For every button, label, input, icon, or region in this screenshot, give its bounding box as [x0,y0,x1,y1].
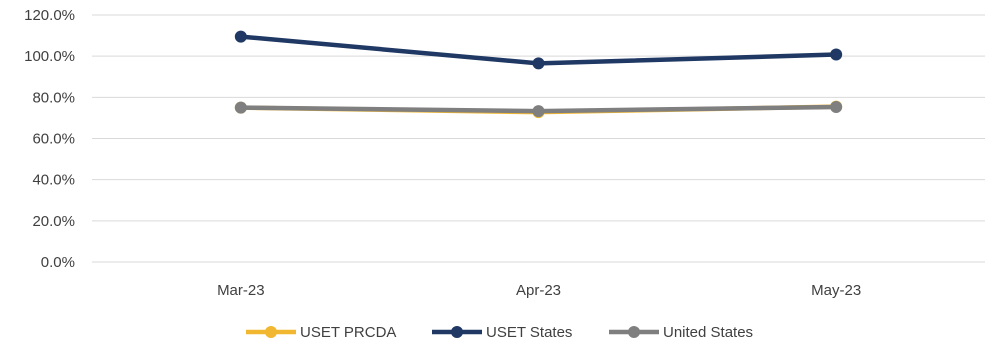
legend-item: USET States [432,324,572,341]
legend-label: USET PRCDA [300,324,396,341]
y-tick-label: 100.0% [24,48,75,65]
legend-swatch-marker [451,326,463,338]
legend-item: United States [609,324,753,341]
legend-label: USET States [486,324,572,341]
y-tick-label: 60.0% [32,131,75,148]
series-uset-states [234,30,843,70]
data-point [830,101,843,114]
data-point [234,30,247,43]
gridlines [92,14,985,263]
x-tick-label: Apr-23 [516,282,561,299]
legend-swatch-marker [628,326,640,338]
legend-item: USET PRCDA [246,324,396,341]
legend: USET PRCDA USET States United States [246,324,753,341]
y-tick-label: 0.0% [41,254,75,271]
y-tick-label: 120.0% [24,7,75,24]
x-axis-ticks: Mar-23 Apr-23 May-23 [217,282,861,299]
legend-swatch-marker [265,326,277,338]
series-lines [234,30,843,119]
y-tick-label: 20.0% [32,213,75,230]
y-tick-label: 40.0% [32,172,75,189]
data-point [532,105,545,118]
legend-label: United States [663,324,753,341]
data-point [830,48,843,61]
y-axis-ticks: 0.0% 20.0% 40.0% 60.0% 80.0% 100.0% 120.0% [24,7,75,271]
series-united-states [234,101,843,118]
data-point [532,57,545,70]
x-tick-label: May-23 [811,282,861,299]
x-tick-label: Mar-23 [217,282,265,299]
data-point [234,101,247,114]
y-tick-label: 80.0% [32,89,75,106]
